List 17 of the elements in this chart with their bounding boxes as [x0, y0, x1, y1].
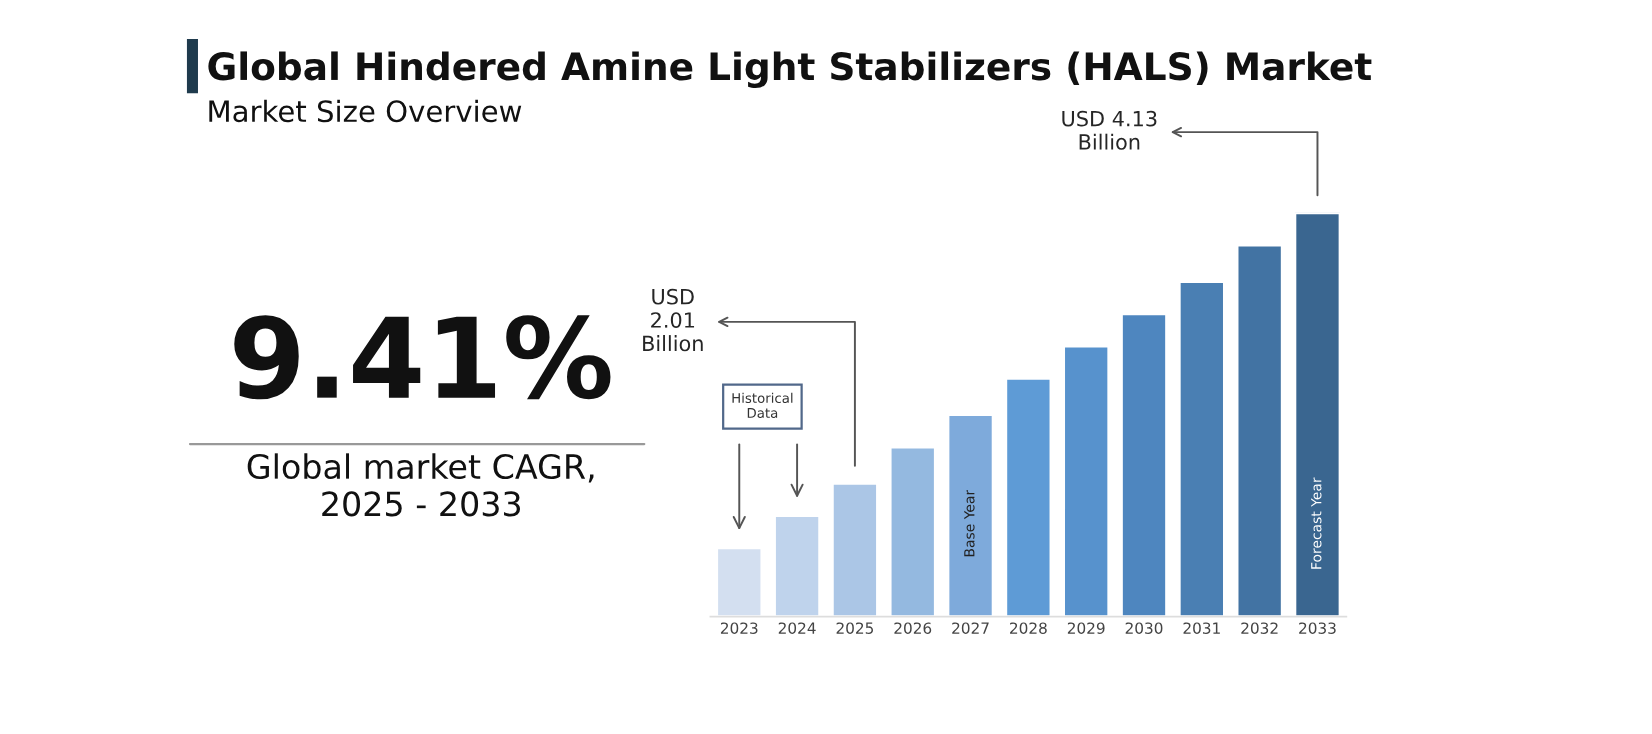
bar	[1235, 243, 1284, 617]
bar	[1293, 212, 1342, 617]
bar	[1004, 376, 1053, 617]
chart-title: Global Hindered Amine Light Stabilizers (HALS) Market	[208, 51, 1372, 89]
bar	[888, 445, 937, 617]
bar	[773, 514, 822, 617]
bar	[946, 413, 995, 617]
annotation: USD 2.01 Billion	[643, 288, 703, 352]
text: Global market CAGR, 2025 - 2033	[247, 453, 594, 517]
bar	[715, 546, 764, 617]
bar	[830, 481, 879, 617]
text: 9.41%	[234, 315, 611, 400]
bar	[1120, 312, 1168, 617]
text: Market Size Overview	[209, 99, 522, 123]
bar	[1062, 344, 1111, 617]
bar	[1177, 280, 1226, 617]
annotation: USD 4.13 Billion	[1062, 110, 1157, 150]
